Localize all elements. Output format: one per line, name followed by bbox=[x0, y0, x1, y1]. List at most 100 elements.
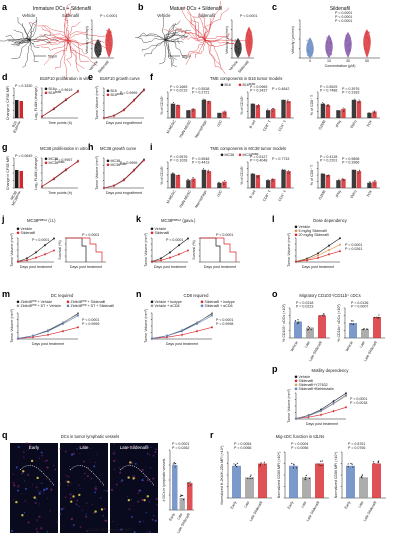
panel-q-cell bbox=[156, 504, 158, 506]
panel-f-bar bbox=[286, 101, 291, 118]
panel-q-cell bbox=[71, 517, 73, 520]
panel-k-legend-item: Vehicle bbox=[155, 227, 167, 231]
panel-r-bar bbox=[302, 477, 311, 498]
panel-q-cell bbox=[146, 531, 148, 533]
panel-i-bar bbox=[170, 173, 176, 188]
panel-l-series-line bbox=[295, 244, 341, 262]
panel-i-point bbox=[326, 174, 328, 176]
panel-r-point bbox=[351, 463, 353, 465]
panel-f-point bbox=[208, 102, 210, 104]
panel-q-cell bbox=[82, 460, 85, 463]
panel-i-point bbox=[342, 178, 344, 180]
panel-q-micrograph bbox=[10, 443, 58, 533]
panel-q-cell bbox=[79, 487, 81, 489]
panel-q-dc bbox=[72, 495, 75, 498]
panel-c-violin-point bbox=[329, 37, 331, 39]
panel-a-vehicle-track bbox=[29, 20, 37, 41]
panel-f-bar bbox=[367, 112, 372, 118]
panel-q-cell bbox=[40, 451, 43, 454]
panel-i-bar bbox=[186, 180, 191, 188]
panel-q-cell bbox=[24, 487, 27, 490]
panel-a-violin-point bbox=[107, 40, 109, 42]
panel-b-drug-track bbox=[195, 39, 206, 59]
panel-r-point bbox=[377, 462, 379, 464]
y-axis-label: % of CD45⁺ bbox=[240, 95, 244, 114]
panel-f-pval: P = 0.3183 bbox=[342, 91, 359, 95]
panel-k-legend-item-swatch bbox=[150, 227, 154, 231]
panel-i-bar bbox=[266, 180, 271, 188]
panel-letter-l: l bbox=[272, 214, 275, 224]
panel-b-vehicle-track bbox=[164, 35, 189, 42]
panel-f-point bbox=[282, 99, 284, 101]
panel-a-drug-track bbox=[63, 39, 69, 80]
panel-i-point bbox=[321, 173, 323, 175]
panel-b-drug-track bbox=[204, 39, 226, 75]
panel-a-vehicle-track bbox=[7, 39, 31, 43]
panel-b-violin-point bbox=[237, 40, 239, 42]
panel-a-vehicle-track bbox=[29, 16, 38, 41]
panel-q-cell bbox=[113, 468, 115, 471]
panel-c-violin-point bbox=[307, 50, 309, 52]
panel-q-cell bbox=[132, 475, 134, 477]
panel-c-violin-point bbox=[363, 45, 365, 47]
panel-e-pval: P = 0.9999 bbox=[120, 91, 137, 95]
panel-a-violin-point bbox=[99, 50, 101, 51]
panel-i-point bbox=[358, 169, 360, 171]
panel-q-cell bbox=[115, 483, 118, 486]
panel-l-legend-item: 20 mg/kg Sildenafil bbox=[299, 233, 330, 237]
panel-o-point bbox=[377, 317, 379, 319]
panel-k-pval: P < 0.0001 bbox=[166, 238, 183, 242]
panel-f-tick-label: PMN-MDSC bbox=[179, 119, 193, 138]
panel-f-legend-item-swatch bbox=[238, 83, 242, 87]
panel-r-point bbox=[350, 462, 352, 465]
panel-q-cell bbox=[78, 505, 80, 507]
panel-r-bar bbox=[346, 465, 355, 498]
panel-c-violin-point bbox=[326, 36, 328, 38]
y-axis-label: Normalized CD80 MFI (×10⁴) bbox=[277, 452, 281, 499]
panel-a-vehicle-track bbox=[22, 39, 31, 68]
panel-letter-e: e bbox=[88, 72, 93, 82]
panel-d-legend-item: B16 bbox=[49, 87, 55, 91]
panel-b-violin-point bbox=[246, 33, 248, 35]
panel-i-point bbox=[283, 171, 285, 173]
panel-p-legend-item-swatch bbox=[294, 379, 298, 383]
panel-o-pval: P = 0.0136 bbox=[351, 301, 368, 305]
panel-i-pval: P = 0.5548 bbox=[192, 157, 209, 161]
panel-o-bar bbox=[294, 321, 302, 338]
panel-q-cell bbox=[36, 498, 38, 500]
panel-c-violin-point bbox=[327, 46, 329, 48]
panel-f-pval: P = 0.5529 bbox=[320, 85, 337, 89]
panel-q-vessel-outline bbox=[19, 465, 55, 487]
panel-q-cell bbox=[152, 454, 155, 457]
panel-b-violin-point bbox=[249, 41, 251, 43]
panel-c-violin-point bbox=[331, 53, 333, 55]
panel-o-bar bbox=[361, 329, 369, 338]
panel-h-legend-item: MC38ᴿᴼᴺᴷ bbox=[111, 163, 128, 167]
panel-f-point bbox=[373, 113, 375, 115]
panel-a-drug-track bbox=[39, 34, 69, 43]
panel-f-point bbox=[337, 112, 339, 114]
panel-o-tick-label: Late bbox=[304, 341, 311, 349]
panel-q-point bbox=[180, 494, 182, 496]
panel-f-point bbox=[359, 100, 361, 102]
panel-q-cell bbox=[65, 474, 67, 477]
panel-i-point bbox=[328, 174, 330, 176]
panel-q-cell bbox=[43, 492, 45, 494]
panel-i-point bbox=[218, 184, 220, 186]
panel-f-point bbox=[326, 104, 328, 106]
panel-i-bar bbox=[372, 181, 377, 188]
panel-c-violin-point bbox=[308, 49, 310, 51]
panel-r-point bbox=[377, 460, 380, 462]
panel-r-bar bbox=[372, 463, 381, 498]
panel-l-x-label: Days post treatment bbox=[302, 265, 334, 269]
panel-m-legend-item-swatch bbox=[16, 300, 20, 304]
panel-c-violin-point bbox=[347, 37, 349, 39]
panel-r-point bbox=[320, 460, 322, 462]
y-axis-label: Tumor Volume (mm³) bbox=[287, 389, 291, 423]
panel-c-violin-point bbox=[365, 33, 367, 35]
panel-i-bar bbox=[286, 171, 291, 188]
panel-i-point bbox=[172, 173, 174, 175]
panel-q-cell bbox=[72, 524, 75, 527]
panel-c-title: Sildenafil bbox=[330, 6, 350, 12]
